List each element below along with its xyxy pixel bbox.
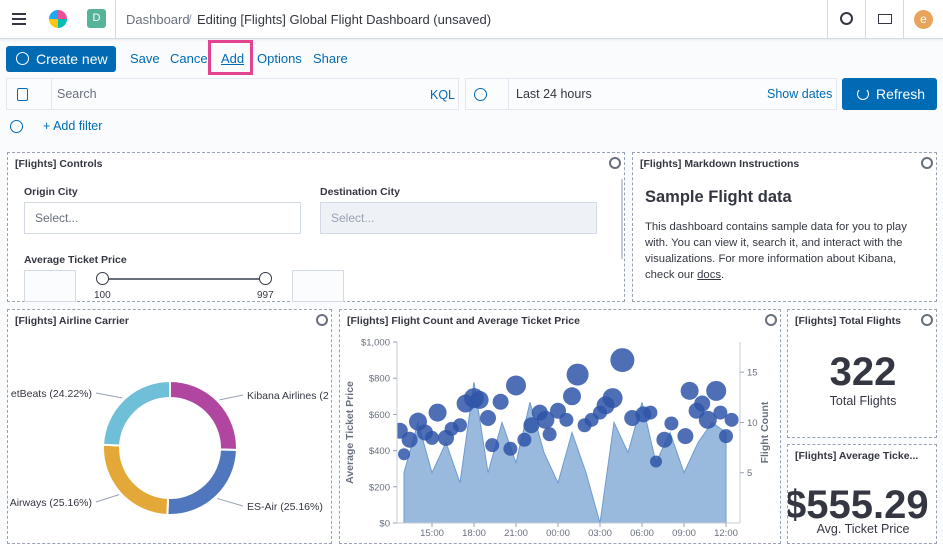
kql-toggle[interactable]: KQL	[430, 88, 456, 102]
slider-max: 997	[257, 290, 274, 301]
button-label: Refresh	[876, 86, 926, 102]
metric-label: Total Flights	[829, 394, 897, 408]
help-icon[interactable]	[840, 12, 853, 25]
field-label: Destination City	[320, 186, 400, 198]
placeholder: Select...	[35, 211, 79, 225]
body-end: .	[721, 269, 725, 281]
flights-panel: [Flights] Flight Count and Average Ticke…	[339, 309, 781, 544]
time-range: Last 24 hours	[516, 87, 592, 101]
breadcrumb: Editing [Flights] Global Flight Dashboar…	[197, 12, 492, 27]
user-avatar[interactable]: e	[914, 10, 933, 29]
panel-title: [Flights] Airline Carrier	[15, 315, 129, 327]
panel-title: [Flights] Flight Count and Average Ticke…	[347, 315, 580, 327]
toolbar-link[interactable]: Save	[130, 51, 160, 66]
header: D Dashboard / Editing [Flights] Global F…	[0, 0, 943, 39]
heading: Sample Flight data	[645, 188, 792, 206]
docs-link[interactable]: docs	[697, 269, 721, 281]
search-placeholder: Search	[57, 87, 97, 101]
total-panel: [Flights] Total Flights 322 Total Flight…	[787, 309, 937, 438]
field-label: Average Ticket Price	[24, 254, 127, 266]
slider-min: 100	[94, 290, 111, 301]
menu-icon[interactable]	[12, 13, 26, 15]
space-avatar[interactable]: D	[87, 9, 106, 28]
panel-options[interactable]	[921, 314, 933, 326]
toolbar-link[interactable]: Options	[257, 51, 302, 66]
paragraph: This dashboard contains sample data for …	[645, 219, 915, 283]
panel-title: [Flights] Average Ticke...	[795, 450, 919, 462]
destination-select[interactable]: Select...	[320, 202, 597, 234]
panel-options[interactable]	[921, 157, 933, 169]
panel-title: [Flights] Total Flights	[795, 315, 901, 327]
metric-label: Avg. Ticket Price	[816, 522, 910, 536]
controls-panel: [Flights] Controls Origin City Select...…	[7, 152, 625, 302]
toolbar-link[interactable]: Cancel	[170, 51, 211, 66]
field-label: Origin City	[24, 186, 78, 198]
show-dates[interactable]: Show dates	[767, 87, 833, 101]
panel-title: [Flights] Controls	[15, 158, 103, 170]
airline-panel: [Flights] Airline Carrier	[7, 309, 332, 544]
body-text: This dashboard contains sample data for …	[645, 221, 907, 281]
button-label: Create new	[36, 51, 108, 67]
panel-title: [Flights] Markdown Instructions	[640, 158, 800, 170]
metric-value: $555.29	[787, 483, 929, 527]
toolbar-link[interactable]: Share	[313, 51, 348, 66]
add-filter[interactable]: + Add filter	[43, 119, 103, 133]
toolbar-link[interactable]: Add	[221, 51, 245, 66]
time-picker[interactable]: Last 24 hours Show dates	[465, 78, 837, 110]
placeholder: Select...	[331, 211, 375, 225]
price-max-input[interactable]	[292, 270, 344, 302]
refresh-button[interactable]: Refresh	[842, 78, 937, 110]
highlight-box	[208, 40, 253, 75]
breadcrumb[interactable]: Dashboard	[126, 12, 190, 27]
metric-value: 322	[829, 350, 897, 394]
panel-options[interactable]	[316, 314, 328, 326]
breadcrumb-sep: /	[188, 12, 192, 27]
logo[interactable]	[49, 10, 67, 28]
average-panel: [Flights] Average Ticke... $555.29 Avg. …	[787, 444, 937, 544]
panel-options[interactable]	[609, 157, 621, 169]
slider-handle[interactable]	[259, 272, 272, 285]
filter-icon[interactable]	[10, 120, 23, 133]
price-min-input[interactable]	[24, 270, 76, 302]
origin-select[interactable]: Select...	[24, 202, 301, 234]
news-icon[interactable]	[878, 14, 892, 24]
markdown-panel: [Flights] Markdown Instructions Sample F…	[632, 152, 937, 302]
panel-options[interactable]	[765, 314, 777, 326]
create-new-button[interactable]: Create new	[6, 46, 116, 72]
slider-handle[interactable]	[96, 272, 109, 285]
search-bar[interactable]: Search KQL	[6, 78, 459, 110]
